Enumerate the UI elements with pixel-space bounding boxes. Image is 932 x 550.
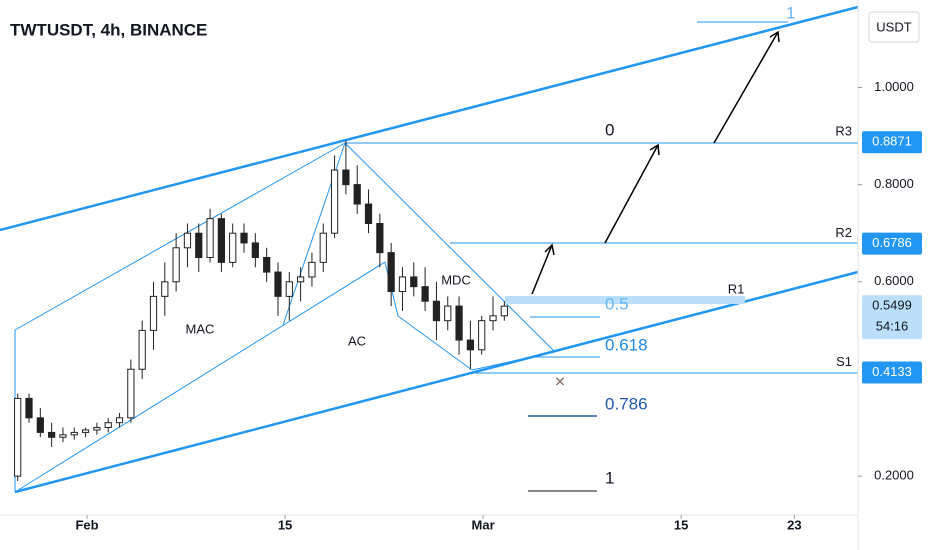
candle-body [342,169,350,186]
mdc-end [471,351,556,371]
candle-body [398,276,407,293]
candle-body [93,427,101,431]
mdc-bottom [397,315,473,371]
candle-body [59,434,67,438]
candle-body [81,429,90,433]
currency: USDT [876,19,911,34]
price-tag [862,131,922,154]
fib-label: 1 [605,468,614,487]
candle-body [70,431,78,436]
r1-zone [505,296,745,304]
last-price-tag [862,295,922,340]
candle-body [25,397,33,419]
cross-mark: ✕ [554,374,566,390]
fib-label: 0.618 [605,335,648,354]
candle-body [240,232,248,244]
price-tag-label: 0.4133 [872,364,912,379]
candle-body [353,184,361,205]
arrow [713,30,780,144]
drawings: ✕ MAC AC MDC R1 0 0.5 0.618 0.786 1 1 [0,3,859,494]
candle-body [478,320,486,351]
candle-body [330,169,339,234]
candle-body [274,271,282,297]
price-tag [862,361,922,384]
candle-body [444,305,452,322]
candle-body [104,422,112,429]
level-name: R2 [835,225,852,240]
level-name: R3 [835,124,852,139]
x-tick-label: 15 [278,517,292,532]
candle-body [161,281,169,297]
candle-body [115,417,124,424]
price-tag-label: 0.6786 [872,235,912,250]
mac-bottom [14,261,386,493]
candle-body [500,305,508,317]
arrow [531,243,555,295]
candle-body [455,305,463,341]
candle-body [48,431,56,438]
y-tick-label: 1.0000 [874,79,914,94]
candle-body [308,261,316,278]
chart-title: TWTUSDT, 4h, BINANCE [10,20,207,39]
candle-body [263,257,271,273]
x-tick-label: Feb [75,517,98,532]
candle-body [229,232,237,263]
arrow [604,143,660,244]
candle-body [297,276,305,283]
channel-bottom [14,270,859,494]
fib-label: 0.5 [605,294,629,313]
fib-label: 0.786 [605,394,648,413]
candle-body [206,218,214,259]
candle-body [127,368,135,419]
arrows [531,30,780,295]
candle-body [285,281,293,297]
annotation: R1 [728,281,745,296]
y-tick-label: 0.6000 [874,273,914,288]
candle-body [195,232,203,259]
candle-body [217,218,226,263]
level-name: S1 [836,354,852,369]
mac-top [14,142,346,331]
candle-body [376,222,384,254]
countdown: 54:16 [876,319,909,334]
candle-body [364,203,373,224]
annotation: MDC [441,272,471,287]
channel-top [0,5,859,232]
candle-body [183,232,192,249]
candle-body [421,286,429,302]
price-tag [862,232,922,255]
y-tick-label: 0.2000 [874,468,914,483]
candle-body [466,339,474,351]
candle-body [251,242,259,259]
candle-body [36,417,44,433]
x-tick-label: Mar [472,517,495,532]
mdc-top [344,142,556,353]
candle-body [489,315,497,322]
currency-box[interactable] [868,11,920,43]
fib-label: 0 [605,120,614,139]
target-label: 1 [786,3,795,22]
x-tick-label: 15 [674,517,688,532]
annotation: MAC [186,321,215,336]
price-tag-label: 0.8871 [872,134,912,149]
candle-body [149,295,158,331]
last-price: 0.5499 [872,298,912,313]
candle-body [138,329,146,370]
candle-body [432,300,441,322]
candle-body [387,252,395,293]
annotation: AC [348,333,366,348]
candle-body [14,397,22,477]
candle-body [319,232,327,263]
x-tick-label: 23 [787,517,801,532]
y-tick-label: 0.8000 [874,176,914,191]
candle-body [410,276,418,288]
candle-body [172,247,180,283]
